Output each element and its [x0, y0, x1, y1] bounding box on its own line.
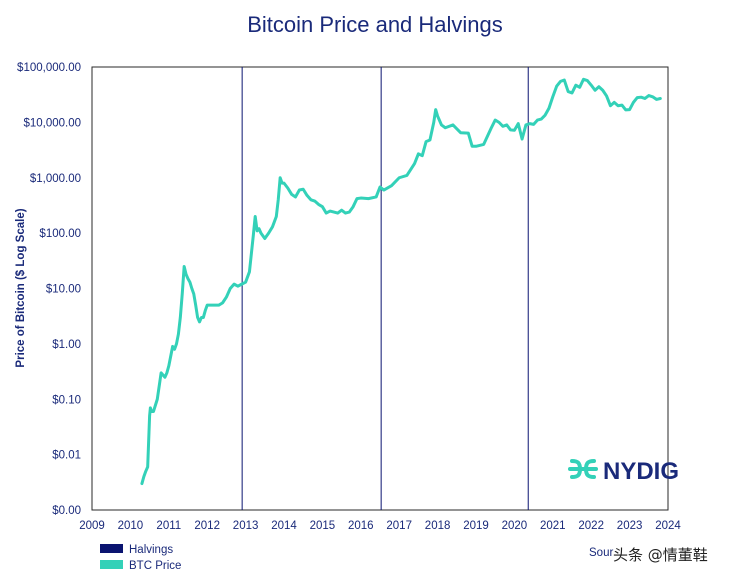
- y-tick-labels: $0.00 $0.01 $0.10 $1.00 $10.00 $100.00 $1,000.…: [17, 62, 81, 517]
- x-tick-label: 2019: [463, 520, 489, 532]
- plot-area: [91, 66, 669, 511]
- y-tick-label: $0.00: [52, 505, 81, 517]
- plot-frame: [91, 66, 669, 511]
- chart-title: Bitcoin Price and Halvings: [247, 12, 503, 37]
- x-tick-label: 2012: [194, 520, 220, 532]
- nydig-logo-icon: [568, 459, 598, 479]
- x-tick-label: 2023: [617, 520, 643, 532]
- x-tick-labels: 2009 2010 2011 2012 2013 2014 2015 2016 2017 2018…: [79, 520, 681, 532]
- x-tick-label: 2016: [348, 520, 374, 532]
- legend-swatch-btc-price: [100, 560, 123, 569]
- halving-lines: [241, 67, 529, 510]
- legend-item-btc-price: BTC Price: [100, 560, 181, 572]
- y-tick-label: $10.00: [46, 284, 81, 296]
- x-tick-label: 2017: [386, 520, 412, 532]
- x-tick-label: 2011: [156, 520, 181, 532]
- x-tick-label: 2014: [271, 520, 297, 532]
- y-tick-label: $100,000.00: [17, 62, 81, 74]
- watermark: 头条 @情董鞋: [613, 546, 708, 564]
- y-tick-label: $0.10: [52, 394, 81, 406]
- legend-label-btc-price: BTC Price: [129, 560, 181, 572]
- legend-label-halvings: Halvings: [129, 544, 173, 556]
- legend: Halvings BTC Price: [100, 544, 181, 572]
- logo-text: NYDIG: [603, 458, 679, 485]
- x-tick-label: 2020: [502, 520, 528, 532]
- x-tick-label: 2022: [578, 520, 604, 532]
- x-tick-label: 2018: [425, 520, 451, 532]
- y-tick-label: $1,000.00: [30, 173, 81, 185]
- x-tick-label: 2024: [655, 520, 681, 532]
- x-tick-label: 2021: [540, 520, 566, 532]
- series-line-btc-price: [140, 77, 662, 486]
- nydig-logo: NYDIG: [568, 458, 679, 485]
- y-tick-label: $1.00: [52, 339, 81, 351]
- x-tick-label: 2013: [233, 520, 259, 532]
- y-tick-label: $10,000.00: [23, 117, 81, 129]
- source-text: Sour: [589, 547, 613, 559]
- y-tick-label: $100.00: [39, 228, 81, 240]
- x-tick-label: 2009: [79, 520, 105, 532]
- legend-swatch-halvings: [100, 544, 123, 553]
- y-axis-label: Price of Bitcoin ($ Log Scale): [15, 208, 27, 367]
- x-tick-label: 2010: [118, 520, 144, 532]
- x-tick-label: 2015: [310, 520, 336, 532]
- legend-item-halvings: Halvings: [100, 544, 173, 556]
- series-layer: [140, 77, 662, 486]
- y-tick-label: $0.01: [52, 450, 81, 462]
